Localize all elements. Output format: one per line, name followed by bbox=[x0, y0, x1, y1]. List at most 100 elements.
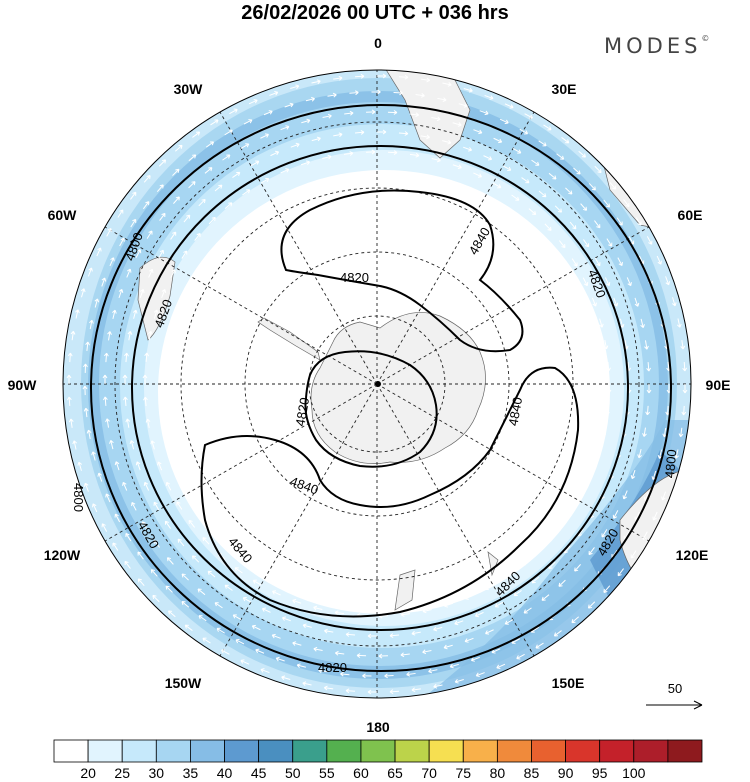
wind-vector bbox=[366, 109, 376, 115]
wind-vector bbox=[642, 531, 648, 540]
wind-vector bbox=[89, 319, 94, 330]
wind-vector bbox=[105, 418, 110, 428]
contour-4820-outer bbox=[131, 145, 629, 631]
wind-vector bbox=[384, 673, 394, 679]
wind-vector bbox=[543, 124, 552, 131]
contour-label: 4820 bbox=[292, 396, 312, 427]
wind-vector bbox=[131, 501, 137, 511]
wind-vector bbox=[208, 216, 216, 225]
wind-vector bbox=[106, 228, 112, 237]
wind-vector bbox=[87, 267, 93, 277]
wind-vector bbox=[538, 543, 546, 552]
wind-vectors bbox=[66, 73, 688, 695]
wind-vector bbox=[168, 610, 176, 618]
colorbar-tick-label: 80 bbox=[490, 765, 506, 781]
wind-vector bbox=[102, 396, 108, 406]
wind-vector bbox=[158, 249, 164, 259]
wind-vector bbox=[473, 172, 482, 178]
wind-vector bbox=[553, 630, 562, 637]
wind-vector bbox=[109, 439, 114, 450]
wind-vector bbox=[118, 288, 124, 299]
wind-vector bbox=[362, 673, 372, 679]
wind-vector bbox=[442, 82, 452, 87]
wind-vector bbox=[161, 289, 167, 298]
wind-vector bbox=[92, 503, 98, 513]
wind-vector bbox=[612, 510, 619, 519]
graticule bbox=[63, 70, 691, 698]
wind-vector bbox=[431, 116, 441, 122]
wind-vector bbox=[181, 250, 188, 259]
wind-vector bbox=[678, 427, 684, 438]
wind-vector bbox=[145, 418, 151, 429]
height-contours bbox=[90, 104, 672, 672]
wind-vector bbox=[280, 125, 290, 131]
wind-vector bbox=[130, 191, 137, 200]
reference-arrow-head bbox=[693, 700, 703, 710]
wind-vector bbox=[72, 440, 78, 450]
wind-vector bbox=[470, 656, 480, 662]
wind-vector bbox=[613, 297, 619, 307]
wind-vector bbox=[668, 470, 674, 480]
wind-vector bbox=[158, 159, 167, 167]
wind-vector bbox=[165, 481, 172, 491]
wind-vector bbox=[371, 89, 381, 95]
wind-vector bbox=[130, 218, 137, 228]
wind-vector bbox=[322, 113, 332, 119]
wind-vector bbox=[365, 149, 376, 155]
wind-vector bbox=[222, 154, 231, 161]
new-zealand-south bbox=[394, 569, 416, 611]
wind-vector bbox=[561, 137, 570, 144]
wind-vector bbox=[202, 637, 211, 644]
wind-vector bbox=[292, 598, 302, 604]
wind-vector bbox=[367, 689, 377, 695]
wind-vector bbox=[272, 590, 281, 596]
lon-label-60e: 60E bbox=[678, 207, 703, 223]
wind-vector bbox=[280, 168, 290, 174]
wind-vector bbox=[449, 663, 459, 669]
wind-vector bbox=[290, 84, 300, 90]
wind-vector bbox=[571, 258, 578, 267]
wind-vector bbox=[565, 187, 573, 195]
wind-vector bbox=[595, 449, 601, 459]
wind-vector bbox=[479, 110, 489, 116]
wind-vector bbox=[302, 623, 312, 629]
wind-vector bbox=[409, 152, 420, 158]
wind-vector bbox=[354, 130, 365, 135]
wind-vector bbox=[531, 576, 540, 584]
colorbar-tick-label: 45 bbox=[251, 765, 267, 781]
colorbar-tick-label: 100 bbox=[622, 765, 646, 781]
wind-vector bbox=[322, 154, 332, 160]
wind-vector bbox=[261, 607, 271, 613]
colorbar-swatch bbox=[428, 739, 464, 763]
wind-vector bbox=[513, 590, 522, 597]
colorbar-tick-label: 90 bbox=[558, 765, 574, 781]
wind-vector bbox=[166, 557, 174, 565]
wind-vector bbox=[674, 449, 679, 459]
wind-vector bbox=[137, 551, 144, 560]
wind-vector bbox=[588, 183, 596, 191]
wind-vector bbox=[260, 177, 270, 184]
wind-vector bbox=[411, 687, 421, 693]
wind-vector bbox=[252, 579, 262, 586]
wind-vector bbox=[176, 501, 183, 510]
wind-vector bbox=[443, 644, 453, 650]
south-pole-marker bbox=[375, 381, 381, 387]
wind-vector bbox=[126, 268, 132, 278]
wind-vector bbox=[221, 649, 230, 655]
wind-vector bbox=[433, 626, 443, 632]
wind-vector bbox=[75, 309, 80, 319]
colorbar-tick-label: 85 bbox=[524, 765, 540, 781]
map-title: 26/02/2026 00 UTC + 036 hrs bbox=[241, 2, 509, 24]
lon-label-150w: 150W bbox=[165, 675, 202, 691]
wind-vector bbox=[229, 108, 238, 115]
wind-vector bbox=[538, 140, 547, 147]
wind-vector bbox=[250, 160, 260, 167]
wind-vector bbox=[70, 330, 76, 341]
lon-label-30w: 30W bbox=[174, 81, 204, 97]
wind-vector bbox=[519, 128, 529, 135]
wind-vector bbox=[122, 374, 128, 384]
wind-vector bbox=[343, 151, 354, 156]
wind-vector bbox=[96, 247, 102, 257]
wind-vector bbox=[504, 619, 514, 625]
